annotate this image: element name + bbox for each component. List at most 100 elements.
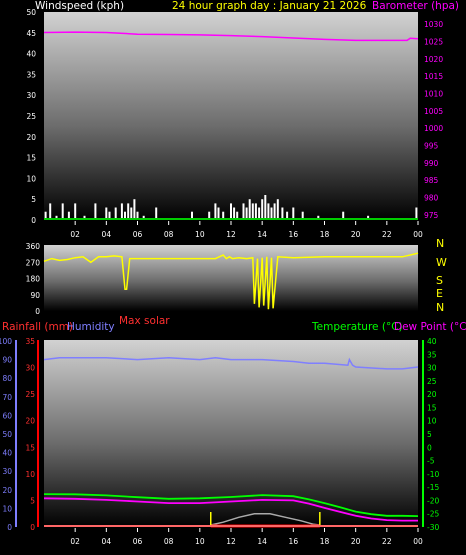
windspeed-bar [367,215,370,220]
y-tick-label: 15 [427,403,437,412]
windspeed-bar [191,211,193,220]
plot-background [44,245,418,311]
y-tick-label: 25 [427,377,437,386]
y-tick-label: 1025 [424,38,443,47]
windspeed-y-ticks: 0 5 10 15 20 25 30 35 40 45 50 [26,8,36,225]
windspeed-bar [133,199,136,220]
windspeed-bar [270,207,273,220]
barometer-line [43,31,419,42]
windspeed-bar [248,199,251,220]
compass-label: N [436,301,444,314]
x-tick-label: 16 [289,230,299,239]
x-tick-label: 06 [133,537,143,546]
y-tick-label: -30 [427,523,439,532]
y-tick-label: 0 [7,523,12,532]
windspeed-bar [264,195,267,220]
plot-background [44,12,418,220]
y-tick-label: 50 [26,8,36,17]
y-tick-label: 35 [25,337,35,346]
rainfall-y-ticks: 0 5 10 15 20 25 30 35 [25,337,35,532]
y-tick-label: 25 [25,390,35,399]
windspeed-bar [286,211,289,220]
y-tick-label: 1020 [424,55,443,64]
x-tick-label: 08 [164,230,174,239]
temperature-humidity-chart: Rainfall (mm) Humidity Max solar Tempera… [0,315,466,546]
windspeed-bar [208,211,211,220]
y-tick-label: 360 [26,242,41,251]
wind-barometer-chart: Windspeed (kph) 24 hour graph day : Janu… [26,0,459,239]
y-tick-label: 5 [31,195,36,204]
y-tick-label: 45 [26,29,36,38]
y-tick-label: 25 [26,112,36,121]
y-tick-label: 1015 [424,72,443,81]
windspeed-bar [245,207,248,220]
y-tick-label: 990 [424,159,439,168]
x-tick-label: 18 [320,537,330,546]
y-tick-label: 5 [30,496,35,505]
windspeed-bar [292,207,295,220]
x-tick-label: 04 [102,537,112,546]
windspeed-bar [281,207,284,220]
windspeed-bar [230,203,232,220]
x-tick-label: 14 [257,537,267,546]
y-tick-label: 80 [2,374,12,383]
windspeed-bar [267,203,270,220]
y-tick-label: 1005 [424,107,443,116]
x-tick-label: 20 [351,230,361,239]
windspeed-bar [251,203,254,220]
humidity-axis-label: Humidity [67,321,115,333]
windspeed-bar [258,207,261,220]
windspeed-bar [49,203,52,220]
y-tick-label: 1000 [424,124,443,133]
x-tick-label: 22 [382,230,392,239]
x-axis-ticks: 02 04 06 08 10 12 14 16 18 20 22 00 [70,221,423,239]
x-tick-label: 00 [413,537,423,546]
y-tick-label: 1030 [424,20,443,29]
y-tick-label: 980 [424,194,439,203]
y-tick-label: 0 [31,216,36,225]
humidity-y-ticks: 0 10 20 30 40 50 60 70 80 90 100 [0,337,12,532]
y-tick-label: 60 [2,411,12,420]
windspeed-bar [415,207,418,220]
y-tick-label: 1010 [424,90,443,99]
y-tick-label: 0 [427,443,432,452]
windspeed-bar [301,211,304,220]
y-tick-label: 40 [427,337,437,346]
windspeed-bar [236,211,239,220]
windspeed-bar [155,207,158,220]
windspeed-bar [136,211,139,220]
windspeed-bar [242,203,245,220]
y-tick-label: 35 [427,350,437,359]
windspeed-bar [217,207,220,220]
compass-label: S [436,274,443,287]
x-tick-label: 02 [70,537,80,546]
solar-line [210,513,320,526]
y-tick-label: 270 [26,258,41,267]
y-tick-label: -5 [427,457,435,466]
windspeed-bar [108,211,111,220]
x-tick-label: 02 [70,230,80,239]
y-tick-label: 0 [35,307,40,316]
y-tick-label: 20 [26,133,36,142]
temperature-line [43,493,419,517]
x-axis-ticks: 02 04 06 08 10 12 14 16 18 20 22 00 [70,528,423,546]
y-tick-label: -15 [427,483,439,492]
x-tick-label: 12 [226,537,236,546]
windspeed-bar [120,203,123,220]
y-tick-label: 15 [26,154,36,163]
sunrise-sunset-markers [209,512,321,527]
x-tick-label: 00 [413,230,423,239]
y-tick-label: 180 [26,275,41,284]
y-tick-label: 50 [2,430,12,439]
y-tick-label: 10 [26,174,36,183]
y-tick-label: 10 [25,470,35,479]
y-tick-label: -20 [427,496,439,505]
x-tick-label: 22 [382,537,392,546]
x-tick-label: 10 [195,230,205,239]
max-solar-label: Max solar [119,315,170,327]
windspeed-axis-label: Windspeed (kph) [35,0,124,12]
compass-label: W [436,256,447,269]
windspeed-bar [342,211,345,220]
